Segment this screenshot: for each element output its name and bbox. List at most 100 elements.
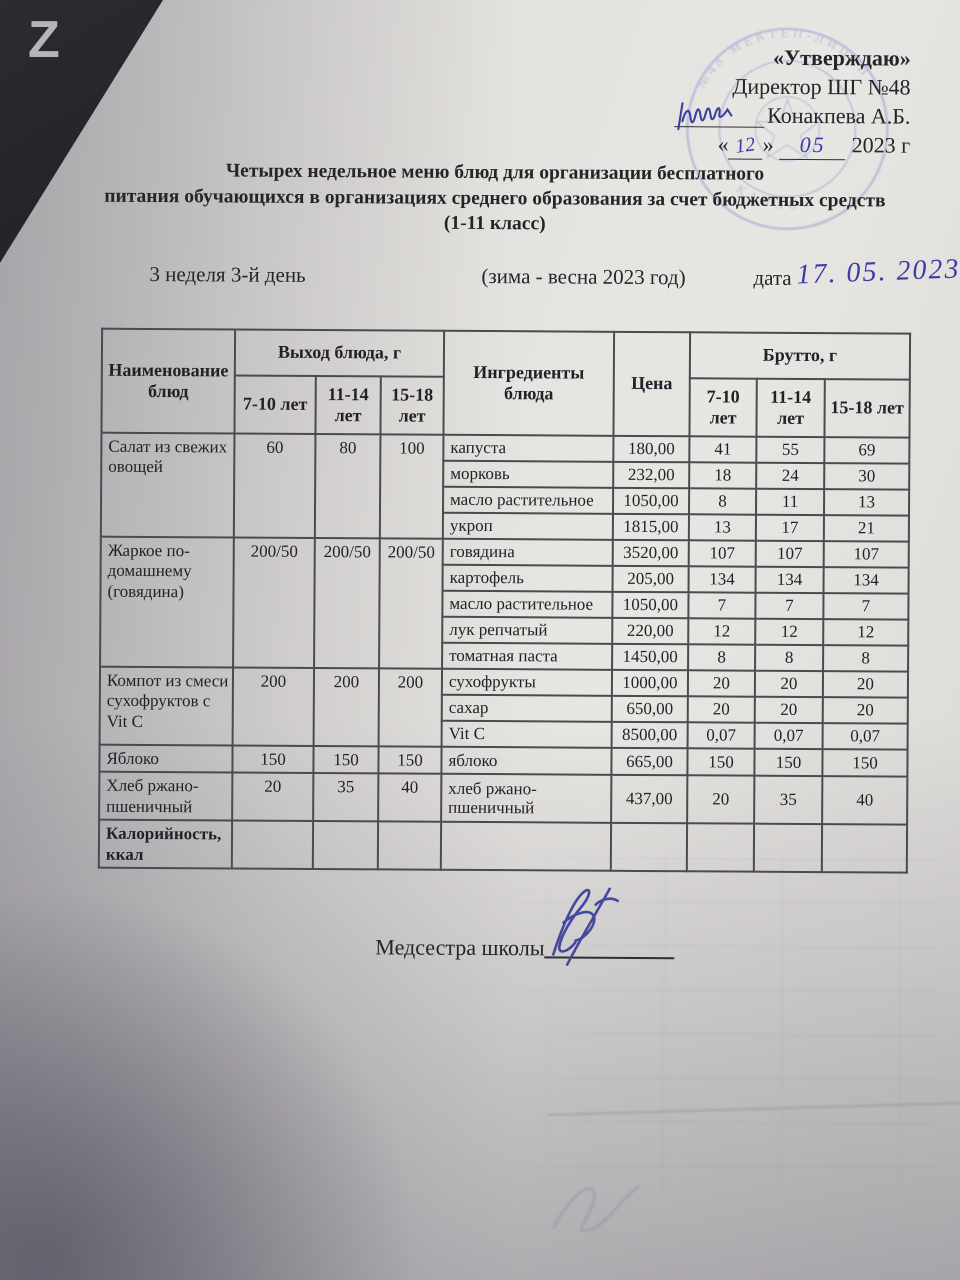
brutto-cell: 12	[688, 618, 756, 645]
director-title: Директор ШГ №48	[732, 73, 911, 100]
brutto-cell: 0,07	[687, 722, 755, 749]
handwritten-month: 05	[799, 131, 826, 157]
ingredient-cell: капуста	[443, 434, 614, 462]
brutto-cell	[686, 823, 755, 872]
out-cell: 20	[232, 772, 314, 822]
ingredient-cell: сахар	[441, 694, 612, 722]
brutto-cell: 7	[755, 592, 824, 620]
table-row: Салат из свежих овощей 60 80 100 капуста 180,…	[100, 432, 910, 539]
brutto-cell: 20	[822, 671, 909, 698]
header-price: Цена	[613, 331, 691, 437]
table-row: Хлеб ржано-пшеничный 20 35 40 хлеб ржано-пше…	[99, 772, 908, 825]
out-cell	[377, 821, 442, 870]
ingredient-cell: хлеб ржано-пшеничный	[441, 774, 612, 823]
brutto-cell: 17	[755, 514, 824, 542]
dish-cell: Компот из смеси сухофруктов с Vit C	[99, 666, 234, 746]
brutto-cell: 21	[823, 515, 910, 542]
brutto-cell: 8	[688, 644, 756, 671]
out-cell: 100	[379, 434, 444, 539]
out-cell: 150	[232, 745, 314, 774]
brutto-cell: 150	[754, 748, 823, 777]
brutto-cell: 41	[689, 436, 757, 463]
brutto-cell: 134	[755, 566, 824, 594]
brutto-cell: 20	[754, 670, 824, 698]
table-row: Калорийность, ккал	[98, 819, 908, 873]
ingredient-cell: лук репчатый	[442, 616, 613, 644]
ingredient-cell: укроп	[442, 512, 613, 540]
brutto-cell: 20	[822, 697, 908, 724]
ingredient-cell: томатная паста	[442, 642, 613, 670]
price-cell: 232,00	[613, 461, 690, 489]
brutto-cell	[753, 823, 823, 873]
brutto-cell: 7	[688, 592, 756, 619]
header-ingredients: Ингредиенты блюда	[443, 330, 615, 436]
ingredient-cell: яблоко	[441, 746, 612, 776]
dish-cell: Салат из свежих овощей	[100, 432, 235, 538]
out-cell: 150	[313, 745, 379, 774]
out-cell: 200/50	[233, 537, 315, 668]
header-brutto-age-11-14: 11-14 лет	[756, 378, 825, 438]
brutto-cell: 18	[689, 462, 757, 489]
director-name: Конакпева А.Б.	[767, 102, 911, 129]
header-brutto-age-7-10: 7-10 лет	[689, 378, 757, 437]
price-cell: 1050,00	[612, 487, 690, 515]
brutto-cell: 30	[824, 463, 910, 490]
ingredient-cell: картофель	[442, 564, 613, 592]
ingredient-cell: морковь	[443, 460, 614, 488]
brutto-cell: 40	[822, 776, 908, 825]
header-dish-name: Наименование блюд	[101, 328, 236, 434]
brutto-cell: 107	[755, 540, 824, 568]
approve-word: «Утверждаю»	[772, 44, 911, 71]
out-cell: 40	[378, 773, 442, 822]
brutto-cell: 0,07	[822, 723, 908, 750]
out-cell: 200	[313, 667, 380, 747]
brutto-cell: 134	[823, 567, 909, 594]
brutto-cell: 69	[824, 437, 910, 464]
price-cell: 8500,00	[611, 721, 688, 749]
season-label: (зима - весна 2023 год)	[481, 264, 686, 290]
out-cell: 80	[314, 433, 381, 539]
brutto-cell: 20	[687, 775, 755, 824]
brutto-cell: 150	[822, 749, 908, 778]
header-brutto-age-15-18: 15-18 лет	[824, 379, 910, 438]
price-cell: 650,00	[611, 695, 688, 723]
price-cell	[610, 822, 688, 872]
director-signature-icon	[677, 102, 733, 131]
header-row-1: Наименование блюд Выход блюда, г Ингреди…	[101, 328, 911, 437]
price-cell: 665,00	[611, 747, 688, 776]
brutto-cell: 13	[823, 489, 910, 516]
approval-date-line: «12» 05 2023 г	[674, 130, 910, 161]
brutto-cell: 12	[755, 618, 824, 646]
price-cell: 1815,00	[612, 513, 689, 541]
brutto-cell: 20	[754, 696, 823, 724]
handwritten-date: 17. 05. 2023	[795, 253, 960, 291]
price-cell: 220,00	[612, 617, 689, 645]
brutto-cell: 12	[823, 619, 909, 646]
out-cell	[312, 821, 379, 870]
out-cell: 35	[313, 773, 379, 822]
brutto-cell	[821, 824, 908, 873]
dish-cell: Хлеб ржано-пшеничный	[99, 772, 233, 821]
brutto-cell: 0,07	[754, 722, 823, 750]
price-cell: 3520,00	[612, 539, 689, 567]
brutto-cell: 55	[756, 436, 825, 464]
approval-year: 2023 г	[851, 132, 911, 158]
nurse-label: Медсестра школы	[375, 934, 545, 961]
brutto-cell: 35	[754, 776, 823, 825]
director-signature-line: Конакпева А.Б.	[674, 100, 911, 131]
header-output-age-7-10: 7-10 лет	[234, 375, 316, 434]
brutto-cell: 8	[755, 644, 824, 672]
brutto-cell: 134	[688, 566, 756, 593]
brutto-cell: 8	[688, 488, 757, 515]
price-cell: 437,00	[611, 775, 688, 824]
bleed-through-signature	[552, 1185, 641, 1233]
brutto-cell: 8	[823, 645, 909, 672]
dish-cell: Яблоко	[99, 744, 233, 773]
keyboard-key-z: Z	[28, 11, 62, 69]
out-cell: 200/50	[379, 538, 443, 669]
table-row: Компот из смеси сухофруктов с Vit C 200 20…	[99, 666, 909, 747]
ingredient-cell: Vit C	[441, 720, 612, 748]
price-cell: 205,00	[612, 565, 689, 593]
